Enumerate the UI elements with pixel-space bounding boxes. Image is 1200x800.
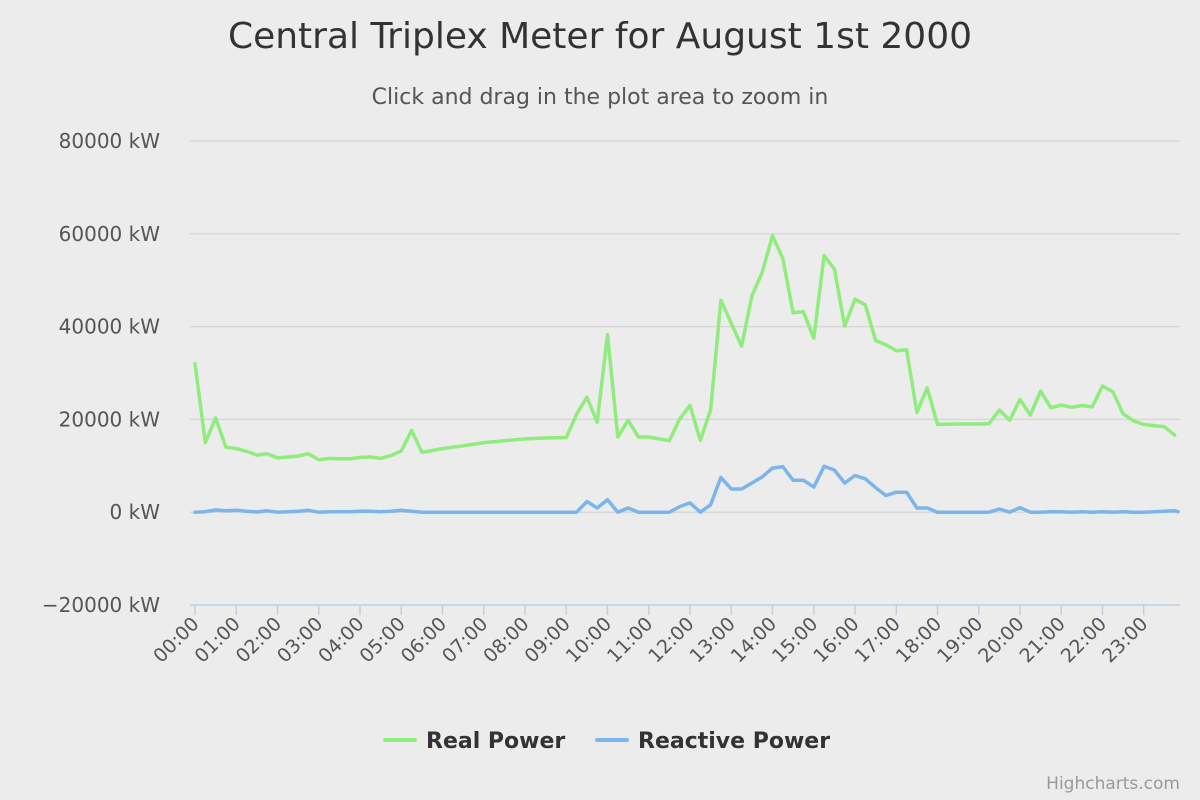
credits-link[interactable]: Highcharts.com [1046, 774, 1180, 794]
x-tick-label: 06:00 [397, 613, 451, 667]
legend[interactable]: Real Power Reactive Power [383, 729, 830, 754]
gridlines [190, 140, 1180, 513]
chart-subtitle: Click and drag in the plot area to zoom … [372, 85, 829, 110]
y-tick-label: −20000 kW [42, 593, 160, 617]
x-tick-label: 09:00 [521, 613, 575, 667]
series-line-reactive-power[interactable] [193, 464, 1180, 514]
series-line-real-power[interactable] [193, 233, 1177, 462]
plot-series[interactable] [193, 233, 1180, 514]
y-tick-label: 60000 kW [59, 222, 161, 246]
x-tick-label: 14:00 [727, 613, 781, 667]
x-tick-label: 08:00 [479, 613, 533, 667]
y-axis-labels: −20000 kW 0 kW 20000 kW 40000 kW 60000 kW 800… [42, 129, 160, 617]
x-tick-label: 11:00 [603, 613, 657, 667]
x-tick-label: 23:00 [1098, 613, 1152, 667]
legend-label: Real Power [426, 729, 565, 754]
x-tick-label: 17:00 [851, 613, 905, 667]
x-tick-label: 01:00 [191, 613, 245, 667]
x-tick-label: 04:00 [314, 613, 368, 667]
chart-title: Central Triplex Meter for August 1st 200… [228, 16, 972, 57]
x-tick-label: 03:00 [273, 613, 327, 667]
x-tick-label: 07:00 [438, 613, 492, 667]
x-tick-label: 12:00 [644, 613, 698, 667]
y-tick-label: 40000 kW [59, 315, 161, 339]
x-tick-label: 00:00 [149, 613, 203, 667]
x-tick-label: 20:00 [974, 613, 1028, 667]
y-tick-label: 20000 kW [59, 407, 161, 431]
legend-label: Reactive Power [638, 729, 830, 754]
x-tick-label: 21:00 [1016, 613, 1070, 667]
x-tick-label: 19:00 [933, 613, 987, 667]
y-tick-label: 0 kW [110, 500, 161, 524]
x-tick-label: 13:00 [686, 613, 740, 667]
x-tick-label: 18:00 [892, 613, 946, 667]
y-tick-label: 80000 kW [59, 129, 161, 153]
legend-item-reactive-power[interactable]: Reactive Power [595, 729, 830, 754]
legend-item-real-power[interactable]: Real Power [383, 729, 565, 754]
x-tick-label: 16:00 [809, 613, 863, 667]
x-axis: 00:0001:0002:0003:0004:0005:0006:0007:00… [149, 604, 1180, 667]
x-tick-label: 15:00 [768, 613, 822, 667]
x-tick-label: 10:00 [562, 613, 616, 667]
x-tick-label: 02:00 [232, 613, 286, 667]
x-tick-label: 22:00 [1057, 613, 1111, 667]
x-tick-label: 05:00 [356, 613, 410, 667]
